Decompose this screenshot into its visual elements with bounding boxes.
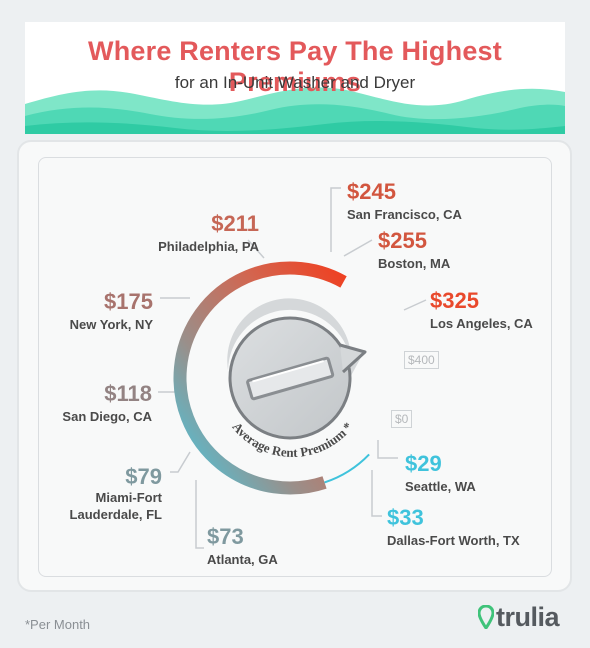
value-markers	[180, 269, 314, 487]
value-label: $245	[347, 179, 396, 204]
city-name: Seattle, WA	[405, 479, 476, 494]
city-label: $118 San Diego, CA	[42, 382, 152, 425]
leader-line	[343, 239, 373, 257]
leader-line	[371, 470, 382, 517]
city-name: Boston, MA	[378, 256, 451, 271]
leader-lines	[158, 187, 427, 549]
dial-knob	[227, 298, 367, 440]
city-label: $29 Seattle, WA	[405, 452, 476, 495]
page-title: Where Renters Pay The Highest Premiums	[88, 36, 502, 97]
leader-line	[247, 239, 265, 259]
value-label: $79	[125, 464, 162, 489]
city-label: $73 Atlanta, GA	[207, 525, 278, 568]
map-pin-icon	[478, 605, 494, 629]
city-name: New York, NY	[69, 317, 153, 332]
header-banner: Where Renters Pay The Highest Premiums f…	[25, 22, 565, 134]
trulia-logo: trulia	[478, 600, 560, 634]
city-label: $211 Philadelphia, PA	[95, 212, 259, 255]
value-label: $118	[104, 381, 152, 406]
value-label: $29	[405, 451, 442, 476]
value-label: $325	[430, 288, 479, 313]
value-label: $73	[207, 524, 244, 549]
city-name: Miami-Fort	[95, 490, 162, 505]
leader-line	[330, 187, 341, 252]
city-label: $245 San Francisco, CA	[347, 180, 462, 223]
city-label: $255 Boston, MA	[378, 229, 450, 272]
leader-line	[195, 480, 204, 549]
washer-door-frame	[38, 157, 552, 577]
gauge-arc-tail	[324, 453, 370, 484]
city-name: San Francisco, CA	[347, 207, 462, 222]
value-label: $211	[211, 211, 259, 236]
city-label: $325 Los Angeles, CA	[430, 289, 533, 332]
footnote: *Per Month	[25, 617, 91, 632]
gauge-arc	[173, 261, 347, 495]
city-label: $175 New York, NY	[40, 290, 153, 333]
city-label: $79 Miami-Fort Lauderdale, FL	[52, 465, 162, 523]
leader-line	[170, 451, 191, 473]
city-label: $33 Dallas-Fort Worth, TX	[387, 506, 520, 549]
leader-line	[403, 299, 427, 311]
city-name: San Diego, CA	[62, 409, 152, 424]
value-label: $33	[387, 505, 424, 530]
city-name: Philadelphia, PA	[158, 239, 259, 254]
city-name: Atlanta, GA	[207, 552, 278, 567]
scale-max-tag: $400	[404, 351, 439, 369]
wave-decoration	[25, 87, 565, 134]
city-name: Los Angeles, CA	[430, 316, 533, 331]
scale-min-tag: $0	[391, 410, 413, 428]
city-name: Lauderdale, FL	[69, 507, 162, 522]
city-name: Dallas-Fort Worth, TX	[387, 533, 520, 548]
value-label: $255	[378, 228, 427, 253]
page-subtitle: for an In-Unit Washer and Dryer	[174, 73, 416, 92]
brand-name: trulia	[496, 601, 560, 632]
leader-line	[377, 440, 398, 459]
value-label: $175	[104, 289, 153, 314]
